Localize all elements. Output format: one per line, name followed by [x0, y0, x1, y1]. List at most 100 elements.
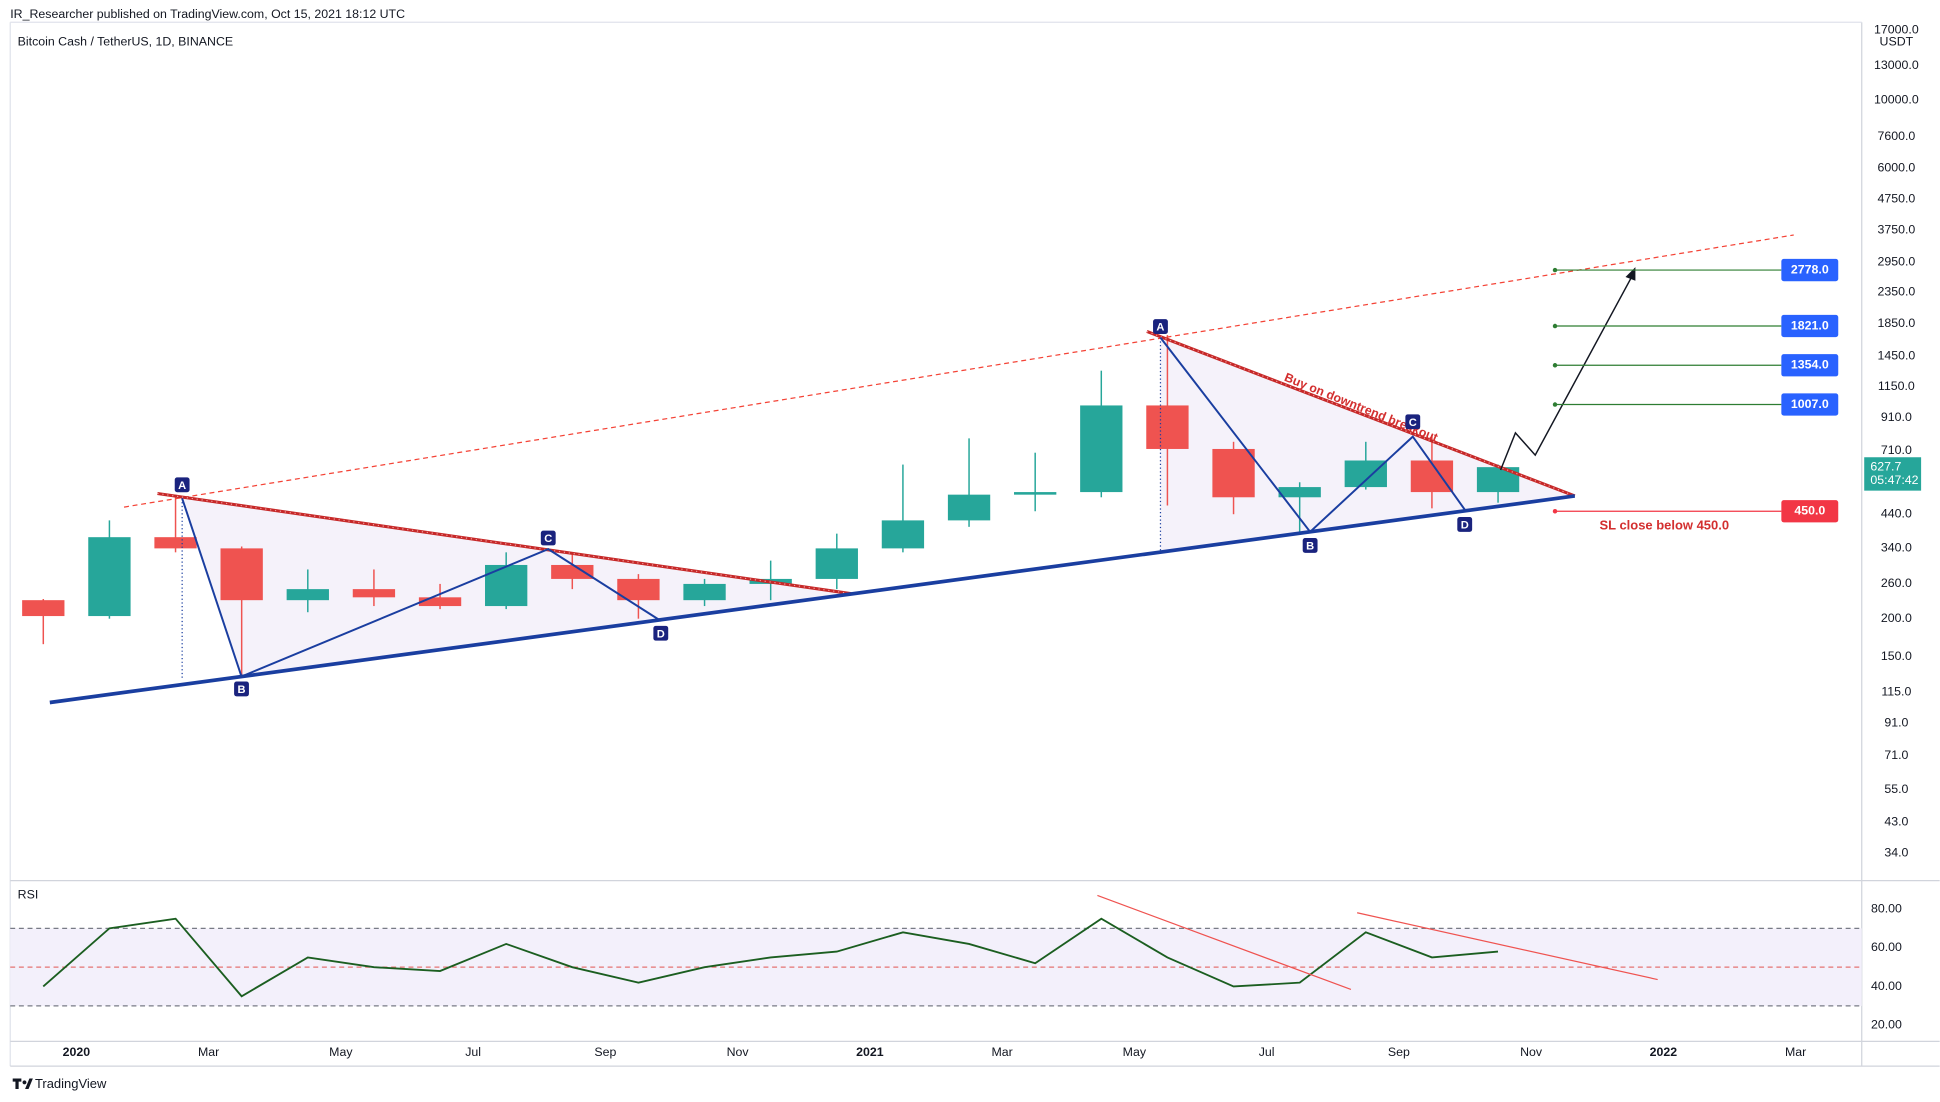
- symbol-title: Bitcoin Cash / TetherUS, 1D, BINANCE: [18, 34, 233, 48]
- target-box: [1781, 314, 1839, 338]
- pattern-label: C: [544, 533, 552, 545]
- y-tick-label: 1450.0: [1877, 348, 1915, 362]
- x-tick-label: Mar: [198, 1045, 219, 1059]
- pattern-label-box: [540, 530, 556, 546]
- axes: 17000.0 13000.0 10000.0 7600.0 6000.0 4750.0 3…: [63, 22, 1922, 1059]
- y-tick-label: 4750.0: [1877, 191, 1915, 205]
- y-tick-label: 10000.0: [1874, 93, 1919, 107]
- pattern-fill: [1160, 337, 1575, 551]
- x-tick-label: Nov: [727, 1045, 750, 1059]
- x-tick-label: May: [1123, 1045, 1147, 1059]
- candle-body: [220, 548, 263, 601]
- countdown: 05:47:42: [1870, 473, 1918, 487]
- target-dot: [1552, 363, 1558, 368]
- logo-mark: [12, 1078, 33, 1090]
- candle-body: [551, 564, 594, 579]
- candle-body: [1410, 460, 1454, 493]
- y-tick-label: 2350.0: [1877, 285, 1915, 299]
- y-tick-label: 260.0: [1881, 576, 1912, 590]
- levels: 2778.0 1821.0 1354.0 1007.0 450.0 SL close be…: [1552, 258, 1839, 533]
- x-tick-label: 2020: [63, 1045, 91, 1059]
- target-box: [1781, 393, 1839, 416]
- y-tick-label: 91.0: [1884, 715, 1908, 729]
- candle-body: [154, 537, 197, 549]
- y-tick-label: 710.0: [1881, 443, 1912, 457]
- candles: [22, 335, 1520, 676]
- target-dot: [1552, 267, 1558, 273]
- last-price-box: [1864, 457, 1922, 491]
- pattern-label-box: [1153, 319, 1168, 334]
- candle-body: [1080, 405, 1123, 493]
- y-tick-label: 340.0: [1881, 541, 1912, 555]
- rsi-line: [42, 917, 1499, 998]
- channel-line: [123, 234, 1794, 508]
- y-tick-label: 150.0: [1881, 649, 1912, 663]
- rsi-tick-label: 60.00: [1871, 940, 1902, 954]
- x-tick-label: Mar: [991, 1045, 1012, 1059]
- x-tick-label: Jul: [465, 1045, 481, 1059]
- rsi-tick-label: 40.00: [1871, 979, 1902, 993]
- target-label: 2778.0: [1791, 262, 1829, 276]
- y-tick-label: 34.0: [1884, 846, 1908, 860]
- pattern-label: D: [657, 628, 665, 640]
- x-tick-label: Sep: [594, 1045, 616, 1059]
- y-tick-label: 13000.0: [1874, 58, 1919, 72]
- x-tick-label: May: [329, 1045, 353, 1059]
- rsi-trendline: [1356, 912, 1658, 981]
- y-tick-label: 43.0: [1884, 815, 1908, 829]
- rsi-tick-label: 20.00: [1871, 1018, 1902, 1032]
- candle-body: [683, 583, 726, 601]
- candle-body: [88, 537, 131, 617]
- pattern-label: C: [1409, 417, 1417, 429]
- resistance-line-dots: [157, 492, 852, 595]
- pattern-path: [1159, 337, 1466, 534]
- pattern-label: B: [1306, 541, 1314, 553]
- stop-box: [1781, 500, 1839, 523]
- y-unit: USDT: [1880, 34, 1914, 48]
- candle-body: [1212, 448, 1255, 498]
- y-tick-label: 55.0: [1884, 782, 1908, 796]
- rsi-title: RSI: [18, 888, 39, 902]
- pattern-label-box: [1302, 538, 1318, 553]
- resistance-line-dots: [1146, 330, 1576, 497]
- x-tick-label: 2022: [1650, 1045, 1678, 1059]
- candle-body: [1014, 492, 1057, 495]
- y-tick-label: 3750.0: [1877, 223, 1915, 237]
- logo-text: TradingView: [35, 1076, 107, 1091]
- pattern-label: A: [1156, 322, 1164, 334]
- pattern-path: [181, 498, 662, 678]
- pattern-labels: A B C D A B C D: [174, 319, 1473, 697]
- candle-body: [286, 589, 329, 601]
- x-tick-label: Sep: [1388, 1045, 1410, 1059]
- y-tick-label: 7600.0: [1877, 129, 1915, 143]
- candle-body: [1344, 460, 1387, 488]
- published-line: IR_Researcher published on TradingView.c…: [10, 7, 405, 21]
- pattern-label-box: [174, 477, 190, 493]
- pattern-label: A: [178, 480, 186, 492]
- pattern-label-box: [653, 625, 669, 641]
- pattern-label-box: [234, 681, 249, 697]
- y-tick-label: 6000.0: [1877, 160, 1915, 174]
- target-label: 1007.0: [1791, 397, 1829, 411]
- support-line: [49, 494, 1576, 705]
- candle-body: [617, 578, 660, 601]
- stop-note: SL close below 450.0: [1600, 518, 1730, 533]
- y-tick-label: 115.0: [1881, 684, 1911, 698]
- x-tick-label: 2021: [856, 1045, 884, 1059]
- target-dot: [1552, 323, 1558, 329]
- stop-dot: [1552, 509, 1558, 514]
- pattern-label: B: [237, 684, 245, 696]
- candle-body: [1278, 487, 1321, 498]
- y-tick-label: 440.0: [1881, 506, 1912, 520]
- y-tick-label: 1850.0: [1877, 316, 1915, 330]
- last-price-label: 627.7: [1870, 459, 1901, 473]
- y-tick-label: 1150.0: [1878, 379, 1915, 393]
- target-box: [1781, 258, 1839, 282]
- rsi-pane: 80.00 60.00 40.00 20.00 RSI: [10, 888, 1902, 1032]
- y-tick-label: 2950.0: [1877, 254, 1915, 268]
- candle-body: [352, 589, 396, 598]
- candle-body: [485, 564, 528, 607]
- pattern-label-box: [1405, 414, 1421, 430]
- target-label: 1821.0: [1791, 318, 1829, 332]
- candle-body: [1146, 405, 1189, 449]
